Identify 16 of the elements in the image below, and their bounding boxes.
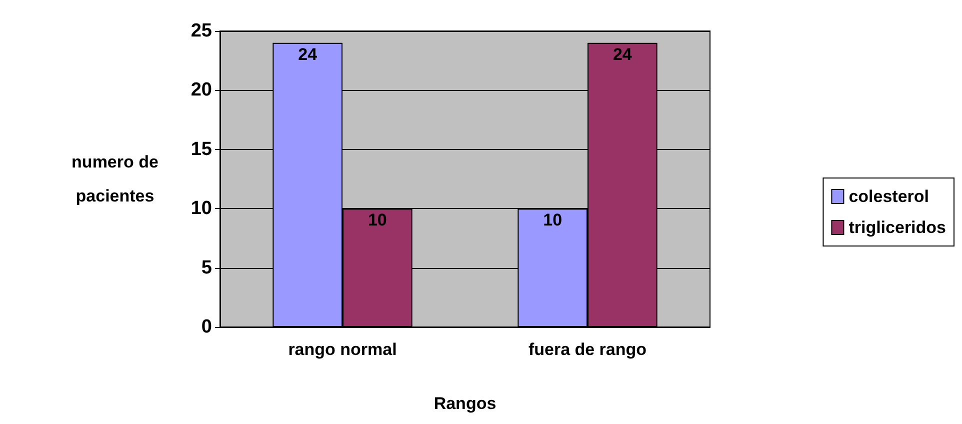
y-tick-label: 15 bbox=[190, 138, 212, 160]
data-label: 10 bbox=[368, 210, 387, 230]
legend-label: trigliceridos bbox=[848, 218, 946, 237]
y-tick-label: 10 bbox=[190, 198, 212, 220]
x-tick-label: rango normal bbox=[288, 340, 397, 359]
y-tick-label: 5 bbox=[201, 257, 212, 278]
y-axis-title: numero de pacientes bbox=[72, 152, 158, 206]
data-label: 24 bbox=[298, 44, 318, 64]
y-tick-label: 0 bbox=[201, 316, 212, 338]
x-tick-label: fuera de rango bbox=[528, 340, 647, 359]
data-label: 10 bbox=[543, 210, 562, 230]
legend-label: colesterol bbox=[848, 187, 930, 206]
y-tick-label: 20 bbox=[190, 80, 212, 101]
data-label: 24 bbox=[612, 44, 632, 64]
y-tick-label: 25 bbox=[190, 20, 212, 42]
x-axis-title: Rangos bbox=[434, 394, 496, 413]
